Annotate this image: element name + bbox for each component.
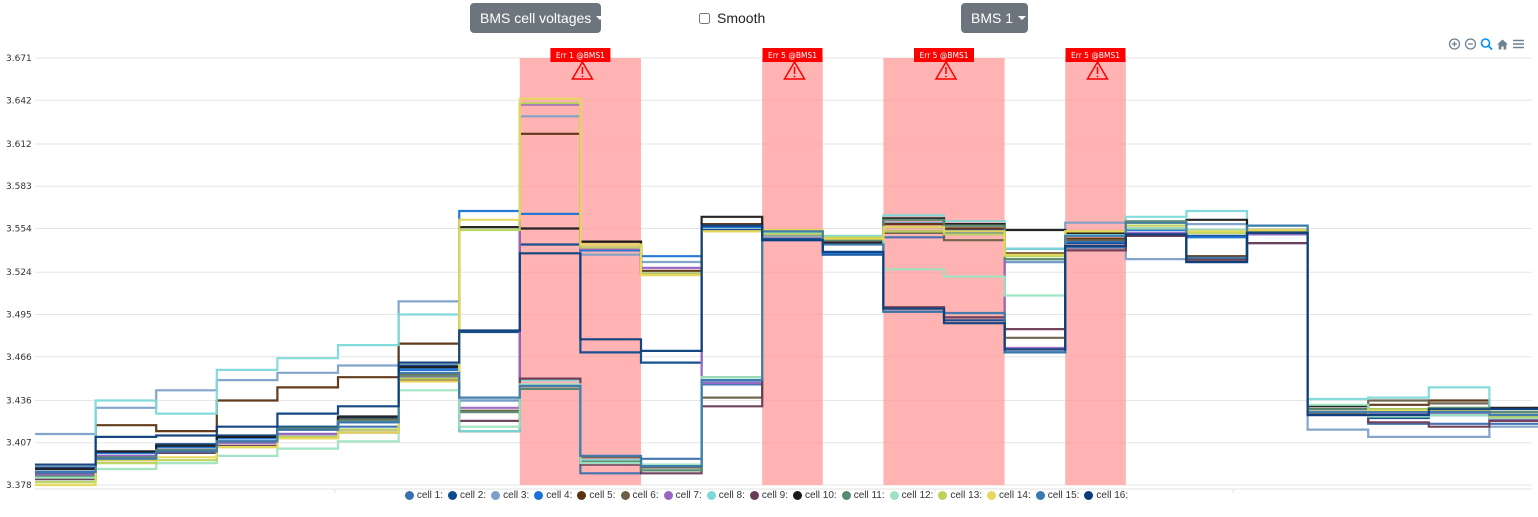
legend-item[interactable]: cell 13:: [938, 490, 982, 501]
legend-label: cell 11:: [853, 490, 885, 501]
y-tick-label: 3.407: [6, 439, 32, 449]
y-tick-label: 3.436: [6, 396, 32, 406]
legend-item[interactable]: cell 2:: [448, 490, 486, 501]
legend-marker: [793, 491, 803, 500]
legend-label: cell 1:: [416, 490, 444, 501]
error-markers: Err 1 @BMS1 Err 5 @BMS1 Err 5 @BMS1 Err 5 @…: [550, 48, 1126, 80]
error-band: [762, 58, 823, 485]
error-label: Err 5 @BMS1: [920, 51, 969, 60]
legend-label: cell 3:: [503, 490, 530, 501]
legend: cell 1: cell 2: cell 3: cell 4: cell 5: cell …: [0, 490, 1538, 501]
y-tick-label: 3.583: [6, 182, 32, 192]
smooth-label: Smooth: [717, 10, 766, 26]
legend-item[interactable]: cell 15:: [1035, 490, 1080, 501]
error-label: Err 5 @BMS1: [768, 51, 817, 60]
caret-down-icon: [596, 16, 605, 20]
legend-marker: [448, 491, 458, 500]
legend-label: cell 4:: [546, 490, 573, 501]
y-axis: 3.671 3.642 3.612 3.583 3.554 3.524 3.495 3.466…: [6, 54, 1532, 493]
error-label-box: [914, 48, 974, 62]
warning-icon: [934, 60, 958, 80]
legend-label: cell 9:: [761, 490, 789, 501]
legend-label: cell 15:: [1047, 490, 1080, 501]
legend-label: cell 2:: [460, 490, 487, 501]
y-tick-label: 3.495: [6, 310, 32, 320]
error-bands: [519, 58, 1126, 485]
legend-marker: [889, 491, 899, 500]
legend-item[interactable]: cell 6:: [620, 490, 659, 501]
legend-marker: [534, 491, 544, 500]
zoom-out-icon[interactable]: [1464, 36, 1477, 50]
legend-marker: [987, 491, 997, 500]
legend-label: cell 8:: [718, 490, 745, 501]
legend-label: cell 14:: [999, 490, 1031, 501]
legend-item[interactable]: cell 1:: [404, 490, 444, 501]
legend-marker: [1035, 491, 1045, 500]
warning-icon: [783, 60, 806, 80]
bms-dropdown-button[interactable]: BMS 1: [961, 3, 1028, 33]
legend-marker: [841, 491, 851, 500]
zoom-in-icon[interactable]: [1448, 36, 1461, 50]
y-tick-label: 3.642: [6, 96, 32, 106]
metric-dropdown-label: BMS cell voltages: [480, 10, 592, 26]
error-label: Err 5 @BMS1: [1071, 51, 1120, 60]
legend-marker: [706, 491, 716, 500]
magnifier-icon[interactable]: [1480, 36, 1493, 51]
y-tick-label: 3.554: [6, 225, 32, 235]
legend-item[interactable]: cell 12:: [889, 490, 934, 501]
chart-toolbar: [1448, 36, 1525, 51]
legend-label: cell 7:: [675, 490, 702, 501]
menu-icon[interactable]: [1512, 36, 1525, 50]
legend-item[interactable]: cell 3:: [491, 490, 529, 501]
legend-marker: [663, 491, 673, 500]
legend-item[interactable]: cell 14:: [987, 490, 1031, 501]
y-tick-label: 3.378: [6, 481, 32, 491]
legend-label: cell 12:: [901, 490, 934, 501]
legend-marker: [404, 491, 414, 500]
legend-item[interactable]: cell 16:: [1084, 490, 1128, 501]
toolbar: BMS cell voltages Smooth BMS 1: [0, 0, 1538, 40]
y-tick-label: 3.612: [6, 140, 32, 150]
warning-icon: [1086, 60, 1109, 80]
legend-item[interactable]: cell 9:: [749, 490, 789, 501]
legend-marker: [491, 491, 501, 500]
bms-dropdown-label: BMS 1: [971, 10, 1014, 26]
legend-item[interactable]: cell 5:: [577, 490, 616, 501]
legend-item[interactable]: cell 8:: [706, 490, 745, 501]
error-band: [1065, 58, 1126, 485]
legend-item[interactable]: cell 7:: [663, 490, 702, 501]
smooth-toggle[interactable]: Smooth: [697, 10, 765, 26]
legend-label: cell 16:: [1096, 490, 1129, 501]
legend-label: cell 10:: [805, 490, 837, 501]
caret-down-icon: [1018, 16, 1027, 20]
legend-marker: [577, 491, 587, 500]
error-label-box: [762, 48, 823, 62]
smooth-checkbox[interactable]: [699, 12, 710, 24]
series-line: [35, 224, 1538, 466]
error-label: Err 1 @BMS1: [556, 51, 605, 60]
home-icon[interactable]: [1496, 36, 1509, 50]
y-tick-label: 3.466: [6, 353, 32, 363]
metric-dropdown-button[interactable]: BMS cell voltages: [470, 3, 605, 33]
series-lines: [35, 97, 1538, 487]
legend-item[interactable]: cell 4:: [534, 490, 572, 501]
legend-item[interactable]: cell 10:: [793, 490, 837, 501]
y-tick-label: 3.524: [6, 268, 32, 278]
legend-marker: [620, 491, 630, 500]
legend-label: cell 13:: [950, 490, 983, 501]
error-label-box: [550, 48, 611, 62]
error-label-box: [1065, 48, 1126, 62]
legend-label: cell 5:: [589, 490, 616, 501]
y-tick-label: 3.671: [6, 54, 32, 64]
legend-marker: [938, 491, 948, 500]
legend-marker: [1084, 491, 1094, 500]
legend-marker: [749, 491, 759, 500]
legend-item[interactable]: cell 11:: [841, 490, 885, 501]
warning-icon: [571, 60, 594, 80]
legend-label: cell 6:: [632, 490, 659, 501]
